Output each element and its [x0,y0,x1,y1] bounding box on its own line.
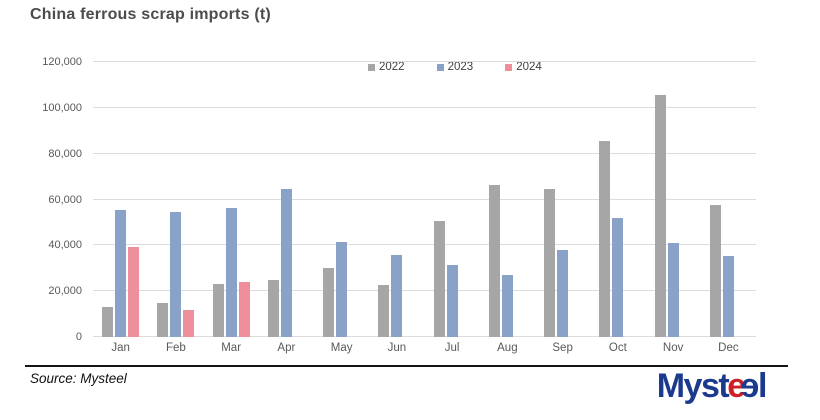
bar-2023-dec [722,255,734,337]
x-tick-label-dec: Dec [718,342,739,354]
bar-group-mar [204,62,259,337]
bar-group-sep [535,62,590,337]
gridline-60000 [93,198,756,200]
y-tick-label: 80,000 [48,147,82,160]
bar-2022-dec [709,205,721,337]
legend-item-2022: 2022 [368,61,405,73]
bar-2023-sep [557,249,569,337]
bar-group-apr [259,62,314,337]
footer-divider-line [25,365,788,367]
bar-2023-may [336,241,348,337]
logo-text-e-blue: e [741,367,760,405]
bar-2023-oct [612,217,624,337]
bar-2024-mar [238,282,250,337]
y-tick-label: 0 [75,331,82,343]
bar-2022-aug [488,184,500,337]
bar-2023-nov [667,243,679,337]
y-axis-labels: 0 20,000 40,000 60,000 80,000 100,000 120,000 [10,56,82,343]
x-tick-label-feb: Feb [165,342,186,354]
bar-2023-jun [391,254,403,337]
bar-2023-mar [225,207,237,337]
legend-marker-icon [505,63,513,71]
gridline-40000 [93,244,756,246]
bar-group-may [314,62,369,337]
bar-group-jul [425,62,480,337]
legend-item-2023: 2023 [436,61,474,73]
y-tick-label: 40,000 [48,239,82,252]
chart-legend: 2022 2023 2024 [368,61,542,73]
bar-group-oct [590,62,645,337]
bar-2023-apr [280,189,292,337]
logo-text-e-red: e [727,367,746,405]
legend-item-2024: 2024 [505,61,542,73]
logo-text-suffix: l [758,367,767,405]
legend-marker-icon [368,63,375,71]
bar-2024-jan [128,246,140,337]
bar-2022-apr [267,279,279,337]
bar-2022-sep [544,189,556,337]
plot-area [93,61,756,337]
x-tick-label-jun: Jun [387,342,407,354]
x-tick-label-nov: Nov [662,342,684,354]
bar-2022-jan [102,307,114,337]
gridline-120000 [93,61,756,62]
bar-group-feb [148,62,203,337]
bar-group-nov [646,62,701,337]
legend-label: 2023 [447,61,474,73]
bar-2022-feb [157,302,169,337]
mysteel-logo: Mysteel [656,367,768,405]
source-attribution: Source: Mysteel [30,371,127,386]
legend-marker-icon [436,63,444,71]
y-tick-label: 120,000 [42,56,82,68]
gridline-20000 [93,290,756,292]
y-tick-label: 60,000 [48,193,82,206]
x-tick-label-oct: Oct [608,342,627,354]
bar-group-jun [369,62,424,337]
y-tick-label: 20,000 [48,285,82,298]
bar-2023-aug [501,275,513,337]
x-tick-label-mar: Mar [221,342,242,354]
bar-2023-feb [170,212,182,337]
bar-2022-nov [654,95,666,337]
x-axis-labels: Jan Feb Mar Apr May Jun Jul Aug Sep Oct Nov Dec [93,342,756,358]
x-tick-label-jul: Jul [444,342,460,354]
legend-label: 2022 [379,61,405,73]
logo-text-prefix: Myst [656,367,730,405]
bar-group-aug [480,62,535,337]
x-tick-label-may: May [330,342,353,354]
bar-2023-jul [446,264,458,337]
x-tick-label-jan: Jan [111,342,130,354]
x-tick-label-sep: Sep [552,342,573,354]
bar-group-jan [93,62,148,337]
x-tick-label-aug: Aug [497,342,518,354]
bar-2023-jan [115,209,127,337]
x-tick-label-apr: Apr [277,342,296,354]
legend-label: 2024 [516,61,542,73]
bar-2022-mar [212,284,224,337]
bar-2022-may [323,268,335,337]
gridline-80000 [93,152,756,154]
gridline-0 [93,336,756,337]
bar-2022-jun [378,285,390,337]
bar-2022-jul [433,221,445,337]
bar-2022-oct [599,141,611,337]
chart-title: China ferrous scrap imports (t) [30,6,271,23]
bar-group-dec [701,62,756,337]
gridline-100000 [93,106,756,108]
y-tick-label: 100,000 [42,101,82,114]
bar-2024-feb [183,309,195,337]
